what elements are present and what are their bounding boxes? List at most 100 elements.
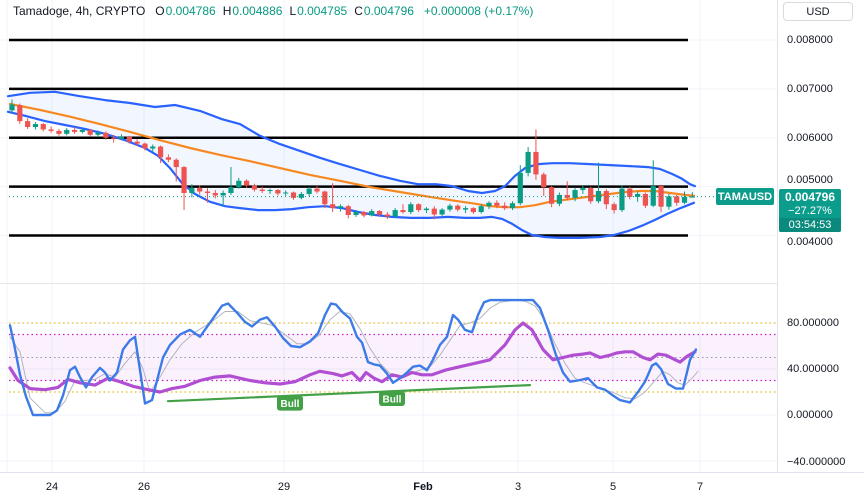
candle-body xyxy=(204,191,211,193)
candle-body xyxy=(376,211,383,215)
currency-toggle-button[interactable]: USD xyxy=(783,2,853,21)
ohlc-h: H 0.004886 xyxy=(222,4,283,18)
candle-body xyxy=(455,205,461,210)
price-axis-label: 0.008000 xyxy=(787,34,833,46)
candle-body xyxy=(197,188,203,192)
oscillator-smoothed-line xyxy=(8,321,697,394)
symbol-title: Tamadoge, 4h, CRYPTO xyxy=(13,4,146,18)
candle-body xyxy=(392,210,398,217)
candle-body xyxy=(118,136,125,139)
ohlc-values: O 0.004786 H 0.004886 L 0.004785 C 0.004796 xyxy=(155,4,414,18)
candle-body xyxy=(165,157,171,160)
bull-signal-text: Bull xyxy=(383,395,402,406)
candle-body xyxy=(353,212,359,215)
candle-body xyxy=(48,129,54,131)
candle-body xyxy=(17,105,23,122)
candle-body xyxy=(157,146,164,158)
candle-body xyxy=(103,132,109,138)
candle-body xyxy=(689,196,695,198)
time-axis-label: 26 xyxy=(137,481,151,493)
candle-body xyxy=(126,136,132,142)
candle-body xyxy=(134,141,140,144)
candle-body xyxy=(509,203,516,209)
candle-body xyxy=(306,188,312,194)
candle-body xyxy=(87,129,93,135)
candle-body xyxy=(189,188,195,193)
price-axis-label: 0.004000 xyxy=(787,236,833,248)
candle-body xyxy=(345,206,351,215)
oscillator-main-line xyxy=(8,298,698,417)
candle-body xyxy=(627,188,633,197)
candle-body xyxy=(56,130,62,134)
bull-divergence-trendline xyxy=(166,384,532,403)
candle-body xyxy=(642,193,649,206)
candle-body xyxy=(470,208,476,213)
time-axis-label: 29 xyxy=(277,481,291,493)
price-chart-canvas[interactable]: Bull Bull xyxy=(0,0,777,472)
candle-body xyxy=(267,190,273,192)
bull-signal-badge[interactable] xyxy=(379,391,405,407)
price-axis-label: 40.000000 xyxy=(787,363,839,375)
candle-body xyxy=(228,187,234,193)
candle-body xyxy=(439,209,445,215)
candle-body xyxy=(408,204,414,213)
bull-signal-badge[interactable] xyxy=(277,395,303,411)
candle-body xyxy=(494,202,500,206)
bollinger-upper-band xyxy=(6,90,697,195)
candle-body xyxy=(517,172,523,204)
candle-body xyxy=(220,192,226,196)
candle-body xyxy=(40,124,46,130)
candle-body xyxy=(142,143,148,149)
ohlc-o: O 0.004786 xyxy=(155,4,216,18)
candle-body xyxy=(283,192,289,194)
candle-body xyxy=(431,208,437,215)
pane-separator[interactable] xyxy=(0,283,777,284)
candle-body xyxy=(95,132,101,135)
candle-body xyxy=(588,188,594,202)
candle-body xyxy=(369,211,375,216)
bollinger-lower-band xyxy=(6,110,696,239)
price-axis-label: −40.000000 xyxy=(787,456,846,468)
candle-body xyxy=(462,208,469,210)
candle-body xyxy=(674,196,680,203)
candle-body xyxy=(564,194,570,198)
candle-body xyxy=(181,167,187,193)
candle-body xyxy=(572,190,578,198)
candle-body xyxy=(650,186,656,206)
candle-body xyxy=(32,124,39,127)
price-change: +0.000008 (+0.17%) xyxy=(423,4,534,18)
time-axis-label: 7 xyxy=(696,481,704,493)
candle-body xyxy=(533,151,539,175)
candle-body xyxy=(298,193,304,198)
candle-body xyxy=(400,210,406,213)
candle-body xyxy=(447,205,453,210)
candle-body xyxy=(611,204,617,211)
time-axis-label: 24 xyxy=(45,481,59,493)
candle-body xyxy=(635,193,641,197)
candle-body xyxy=(603,191,609,205)
price-axis-label: 0.005000 xyxy=(787,174,833,186)
candle-body xyxy=(322,191,328,205)
time-axis-label: Feb xyxy=(413,481,433,493)
candle-body xyxy=(361,212,367,216)
candle-body xyxy=(681,196,688,203)
candle-body xyxy=(478,206,484,213)
candle-body xyxy=(619,188,625,211)
candle-body xyxy=(423,208,430,211)
price-axis[interactable]: 0.008000 0.007000 0.006000 0.005000 0.004000… xyxy=(777,0,864,472)
candle-body xyxy=(150,146,156,149)
ohlc-l: L 0.004785 xyxy=(289,4,348,18)
price-change-percent: −27.27% xyxy=(788,205,832,217)
bar-countdown: 03:54:53 xyxy=(779,218,841,232)
candle-body xyxy=(9,104,15,111)
candle-body xyxy=(275,190,281,194)
time-axis[interactable]: 24 26 29 Feb 3 5 7 xyxy=(0,472,864,500)
price-axis-label: 0.007000 xyxy=(787,83,833,95)
candle-body xyxy=(244,180,250,186)
candle-body xyxy=(251,185,258,190)
chart-legend[interactable]: Tamadoge, 4h, CRYPTO O 0.004786 H 0.004886 L… xyxy=(13,3,533,19)
symbol-price-label: TAMAUSD xyxy=(716,188,774,205)
time-axis-label: 5 xyxy=(609,481,617,493)
price-axis-label: 0.000000 xyxy=(787,409,833,421)
